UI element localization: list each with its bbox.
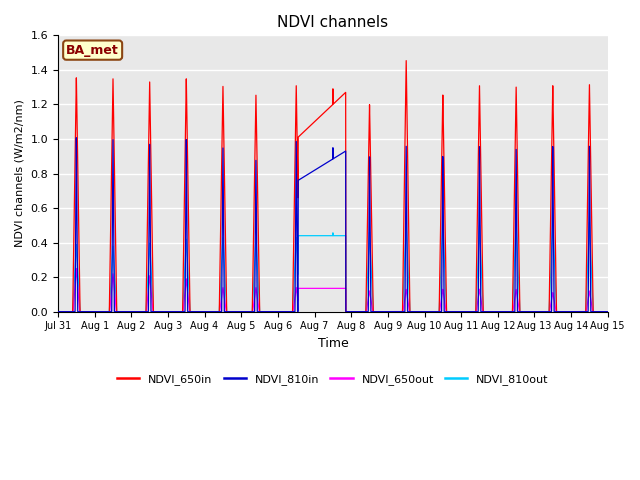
X-axis label: Time: Time — [317, 337, 348, 350]
Text: BA_met: BA_met — [67, 44, 119, 57]
Legend: NDVI_650in, NDVI_810in, NDVI_650out, NDVI_810out: NDVI_650in, NDVI_810in, NDVI_650out, NDV… — [113, 369, 553, 389]
Y-axis label: NDVI channels (W/m2/nm): NDVI channels (W/m2/nm) — [15, 99, 25, 248]
Title: NDVI channels: NDVI channels — [277, 15, 388, 30]
